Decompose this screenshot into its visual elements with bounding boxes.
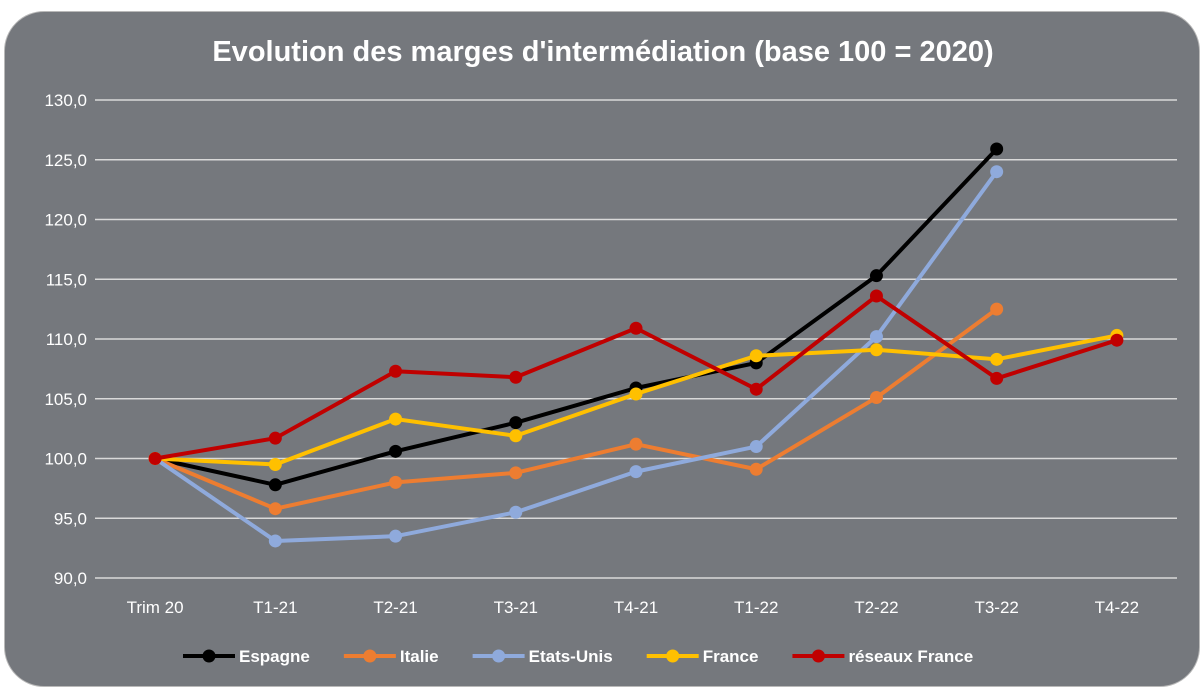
data-point	[869, 269, 883, 283]
legend-marker	[811, 649, 825, 663]
data-point	[509, 416, 523, 430]
data-point	[389, 529, 403, 543]
legend-marker	[492, 649, 506, 663]
legend-item: France	[646, 647, 759, 666]
data-point	[990, 302, 1004, 316]
legend-marker	[666, 649, 680, 663]
legend-label: France	[703, 647, 759, 666]
data-point	[629, 321, 643, 335]
y-axis-ticks: 90,0 95,0 100,0 105,0 110,0 115,0 120,0 125,0 13…	[44, 91, 87, 588]
series-layer	[148, 142, 1124, 548]
y-tick-label: 95,0	[54, 509, 87, 528]
legend-item: Italie	[343, 647, 439, 666]
data-point	[749, 349, 763, 363]
legend-item: Etats-Unis	[472, 647, 613, 666]
y-tick-label: 120,0	[44, 211, 87, 230]
data-point	[749, 462, 763, 476]
legend-item: réseaux France	[792, 647, 973, 666]
grid-layer	[95, 99, 1177, 579]
data-point	[389, 364, 403, 378]
data-point	[990, 352, 1004, 366]
data-point	[869, 289, 883, 303]
x-axis-ticks: Trim 20 T1-21 T2-21 T3-21 T4-21 T1-22 T2-22 T3-…	[127, 598, 1139, 617]
data-point	[869, 343, 883, 357]
data-point	[869, 330, 883, 344]
data-point	[749, 382, 763, 396]
legend: Espagne Italie Etats-Unis France réseaux Fra…	[183, 647, 973, 666]
legend-item: Espagne	[183, 647, 310, 666]
legend-label: Espagne	[239, 647, 310, 666]
legend-label: Etats-Unis	[529, 647, 613, 666]
data-point	[389, 475, 403, 489]
data-point	[268, 502, 282, 516]
data-point	[990, 371, 1004, 385]
y-tick-label: 125,0	[44, 151, 87, 170]
legend-label: Italie	[400, 647, 439, 666]
data-point	[509, 429, 523, 443]
legend-marker	[202, 649, 216, 663]
x-tick-label: Trim 20	[127, 598, 184, 617]
x-tick-label: T2-21	[373, 598, 417, 617]
data-point	[990, 165, 1004, 179]
x-tick-label: T2-22	[854, 598, 898, 617]
y-tick-label: 105,0	[44, 390, 87, 409]
y-tick-label: 100,0	[44, 450, 87, 469]
data-point	[148, 452, 162, 465]
data-point	[509, 466, 523, 480]
data-point	[268, 534, 282, 548]
data-point	[869, 391, 883, 405]
series-line	[154, 147, 999, 487]
y-tick-label: 115,0	[46, 270, 87, 289]
x-tick-label: T4-21	[614, 598, 658, 617]
legend-marker	[363, 649, 377, 663]
chart-frame: Evolution des marges d'intermédiation (b…	[4, 11, 1200, 687]
data-point	[509, 505, 523, 519]
series-line	[153, 170, 999, 543]
legend-label: réseaux France	[848, 647, 973, 666]
data-point	[749, 440, 763, 454]
data-point	[389, 412, 403, 426]
series-line	[154, 293, 1118, 461]
data-point	[389, 444, 403, 458]
chart-title: Evolution des marges d'intermédiation (b…	[212, 36, 993, 68]
y-tick-label: 130,0	[44, 91, 87, 110]
x-tick-label: T4-22	[1095, 598, 1139, 617]
data-point	[1110, 333, 1124, 347]
series-line	[154, 307, 998, 511]
y-tick-label: 90,0	[54, 569, 87, 588]
x-tick-label: T3-22	[974, 598, 1018, 617]
x-tick-label: T1-21	[253, 598, 297, 617]
data-point	[629, 465, 643, 479]
y-tick-label: 110,0	[46, 330, 87, 349]
data-point	[509, 370, 523, 384]
data-point	[268, 478, 282, 492]
series-3	[148, 328, 1124, 471]
data-point	[629, 387, 643, 401]
data-point	[990, 142, 1004, 156]
chart: Evolution des marges d'intermédiation (b…	[44, 36, 1177, 666]
x-tick-label: T3-21	[494, 598, 538, 617]
series-4	[148, 289, 1124, 465]
data-point	[268, 431, 282, 445]
data-point	[268, 457, 282, 471]
data-point	[629, 437, 643, 451]
x-tick-label: T1-22	[734, 598, 778, 617]
